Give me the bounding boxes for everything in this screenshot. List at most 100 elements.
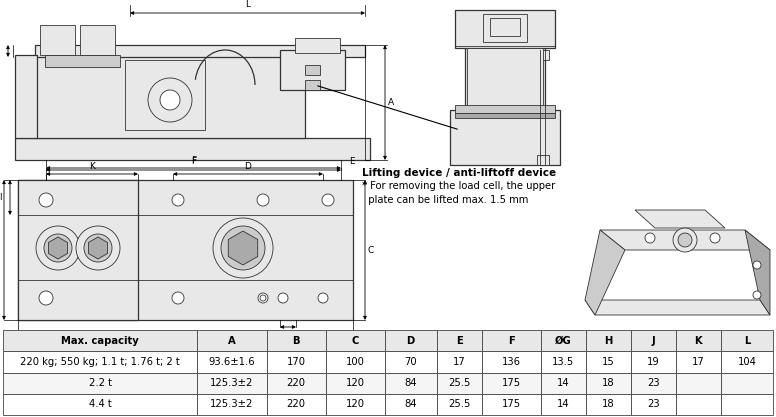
- Bar: [483, 14, 527, 42]
- Text: F: F: [191, 157, 196, 166]
- Text: 120: 120: [345, 399, 365, 409]
- Text: Max. capacity: Max. capacity: [61, 336, 139, 346]
- Bar: [482, 394, 541, 415]
- Bar: [586, 394, 631, 415]
- Circle shape: [221, 226, 265, 270]
- Bar: [295, 38, 340, 53]
- Bar: [15, 138, 370, 160]
- Text: 175: 175: [501, 399, 521, 409]
- Bar: [326, 330, 385, 351]
- Polygon shape: [745, 230, 770, 315]
- Text: 17: 17: [692, 357, 705, 367]
- Text: F: F: [191, 156, 196, 165]
- Bar: [326, 372, 385, 394]
- Text: B: B: [182, 338, 189, 347]
- Bar: [537, 155, 549, 165]
- Circle shape: [258, 293, 268, 303]
- Bar: [197, 372, 267, 394]
- Text: 220 kg; 550 kg; 1.1 t; 1.76 t; 2 t: 220 kg; 550 kg; 1.1 t; 1.76 t; 2 t: [20, 357, 180, 367]
- Bar: [197, 351, 267, 372]
- Bar: [15, 55, 37, 138]
- Text: G: G: [285, 331, 291, 340]
- Text: C: C: [368, 246, 374, 254]
- Bar: [35, 55, 305, 138]
- Bar: [586, 330, 631, 351]
- Text: 100: 100: [345, 357, 365, 367]
- Polygon shape: [48, 237, 68, 259]
- Circle shape: [645, 233, 655, 243]
- Bar: [482, 372, 541, 394]
- Text: 23: 23: [647, 378, 660, 388]
- Bar: [267, 351, 326, 372]
- Bar: [305, 65, 320, 75]
- Bar: [3, 394, 197, 415]
- Text: 93.6±1.6: 93.6±1.6: [209, 357, 255, 367]
- Bar: [125, 60, 205, 130]
- Text: A: A: [388, 98, 394, 107]
- Text: * For removing the load cell, the upper
  plate can be lifted max. 1.5 mm: * For removing the load cell, the upper …: [362, 181, 556, 205]
- Text: 170: 170: [286, 357, 306, 367]
- Bar: [721, 372, 773, 394]
- Text: 125.3±2: 125.3±2: [210, 378, 254, 388]
- Bar: [631, 330, 676, 351]
- Bar: [490, 18, 520, 36]
- Bar: [267, 330, 326, 351]
- Bar: [267, 394, 326, 415]
- Text: C: C: [352, 336, 359, 346]
- Bar: [721, 394, 773, 415]
- Circle shape: [753, 261, 761, 269]
- Bar: [631, 351, 676, 372]
- Bar: [437, 394, 482, 415]
- Text: F: F: [508, 336, 514, 346]
- Text: J: J: [652, 336, 655, 346]
- Bar: [537, 50, 549, 60]
- Bar: [721, 351, 773, 372]
- Bar: [455, 10, 555, 48]
- Bar: [385, 394, 437, 415]
- Circle shape: [278, 293, 288, 303]
- Circle shape: [318, 293, 328, 303]
- Polygon shape: [635, 210, 725, 228]
- Circle shape: [753, 291, 761, 299]
- Circle shape: [673, 228, 697, 252]
- Bar: [455, 105, 555, 113]
- Polygon shape: [585, 300, 770, 315]
- Text: E: E: [349, 157, 355, 166]
- Text: 19: 19: [647, 357, 660, 367]
- Bar: [385, 372, 437, 394]
- Text: 220: 220: [286, 378, 306, 388]
- Bar: [586, 372, 631, 394]
- Text: 120: 120: [345, 378, 365, 388]
- Text: D: D: [244, 162, 251, 171]
- Bar: [676, 330, 721, 351]
- Text: A: A: [228, 336, 236, 346]
- Text: 104: 104: [737, 357, 757, 367]
- Bar: [721, 330, 773, 351]
- Bar: [3, 351, 197, 372]
- Text: 23: 23: [647, 399, 660, 409]
- Circle shape: [172, 292, 184, 304]
- Text: 25.5: 25.5: [448, 378, 470, 388]
- Text: 14: 14: [557, 399, 570, 409]
- Circle shape: [710, 233, 720, 243]
- Bar: [385, 330, 437, 351]
- Bar: [267, 372, 326, 394]
- Text: I: I: [0, 193, 2, 202]
- Circle shape: [257, 194, 269, 206]
- Bar: [326, 394, 385, 415]
- Bar: [450, 110, 560, 165]
- Bar: [482, 351, 541, 372]
- Bar: [541, 330, 586, 351]
- Text: 18: 18: [602, 399, 615, 409]
- Bar: [482, 330, 541, 351]
- Bar: [586, 351, 631, 372]
- Bar: [467, 48, 543, 111]
- Text: K: K: [695, 336, 702, 346]
- Text: L: L: [245, 0, 250, 9]
- Polygon shape: [88, 237, 108, 259]
- Circle shape: [76, 226, 120, 270]
- Text: 4.4 t: 4.4 t: [88, 399, 112, 409]
- Bar: [437, 330, 482, 351]
- Circle shape: [322, 194, 334, 206]
- Circle shape: [84, 234, 112, 262]
